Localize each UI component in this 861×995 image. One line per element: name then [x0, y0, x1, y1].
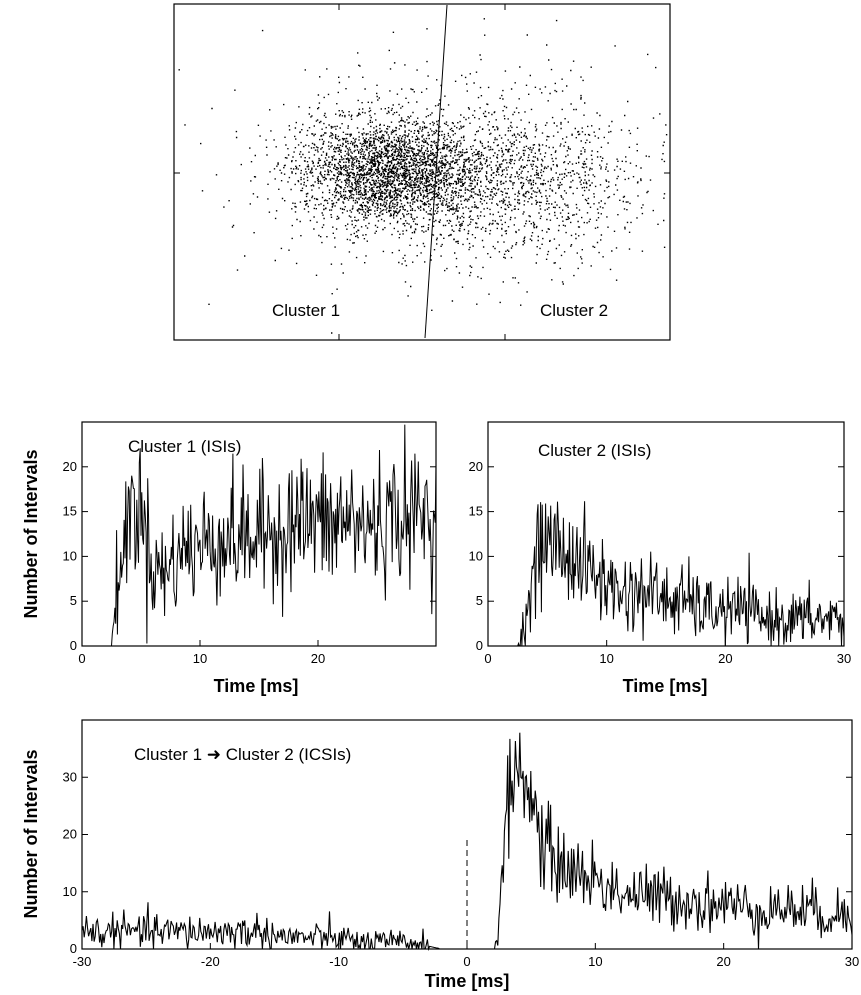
x-tick-label: 0 [78, 651, 85, 666]
isi-cluster2-frame [487, 421, 845, 647]
scatter-ticks [174, 4, 670, 340]
y-tick-label: 10 [469, 548, 483, 563]
x-tick-label: -20 [201, 954, 220, 969]
isi-cluster1-axes: 0 10 20 0 5 10 15 20 [63, 459, 436, 666]
y-tick-label: 20 [469, 459, 483, 474]
x-tick-label: 10 [588, 954, 602, 969]
isi-cluster2-panel: 0 10 20 30 0 5 10 15 20 Cluster 2 (ISIs) Time [m… [469, 421, 852, 696]
y-tick-label: 15 [63, 504, 77, 519]
x-tick-label: 30 [845, 954, 859, 969]
isi-cluster1-ylabel: Number of Intervals [21, 449, 41, 618]
scatter-panel: Cluster 1 Cluster 2 [173, 3, 671, 341]
icsi-ylabel: Number of Intervals [21, 749, 41, 918]
scatter-frame [173, 3, 671, 341]
y-tick-label: 15 [469, 504, 483, 519]
scatter-points [178, 18, 668, 334]
x-tick-label: 30 [837, 651, 851, 666]
x-tick-label: 0 [484, 651, 491, 666]
x-tick-label: 10 [193, 651, 207, 666]
y-tick-label: 10 [63, 884, 77, 899]
x-tick-label: 0 [463, 954, 470, 969]
isi-cluster1-panel: 0 10 20 0 5 10 15 20 Cluster 1 (ISIs) Time [ms]… [21, 421, 437, 696]
x-tick-label: 20 [716, 954, 730, 969]
icsi-axes: -30 -20 -10 0 10 20 30 0 10 20 30 [63, 769, 860, 969]
isi-cluster2-title: Cluster 2 (ISIs) [538, 441, 651, 460]
annotation-cluster-1: Cluster 1 [272, 301, 340, 320]
y-tick-label: 0 [476, 638, 483, 653]
cluster-separator-line [424, 4, 448, 339]
y-tick-label: 30 [63, 769, 77, 784]
x-tick-label: 10 [599, 651, 613, 666]
y-tick-label: 20 [63, 827, 77, 842]
icsi-title: Cluster 1 ➜ Cluster 2 (ICSIs) [134, 745, 351, 764]
y-tick-label: 5 [476, 593, 483, 608]
y-tick-label: 0 [70, 638, 77, 653]
x-tick-label: 20 [311, 651, 325, 666]
scatter-point-cloud [178, 18, 668, 334]
x-tick-label: -10 [329, 954, 348, 969]
isi-cluster2-axes: 0 10 20 30 0 5 10 15 20 [469, 459, 852, 666]
isi-cluster1-xlabel: Time [ms] [214, 676, 299, 696]
isi-cluster1-title: Cluster 1 (ISIs) [128, 437, 241, 456]
icsi-xlabel: Time [ms] [425, 971, 510, 991]
isi-cluster2-line [488, 501, 845, 647]
y-tick-label: 20 [63, 459, 77, 474]
y-tick-label: 0 [70, 941, 77, 956]
y-tick-label: 10 [63, 548, 77, 563]
isi-cluster1-frame [81, 421, 437, 647]
icsi-panel: -30 -20 -10 0 10 20 30 0 10 20 30 Cluster 1 ➜ Clus… [21, 719, 860, 991]
isi-cluster1-line [82, 424, 437, 647]
y-tick-label: 5 [70, 593, 77, 608]
x-tick-label: -30 [73, 954, 92, 969]
x-tick-label: 20 [718, 651, 732, 666]
isi-cluster2-xlabel: Time [ms] [623, 676, 708, 696]
icsi-line [81, 732, 853, 952]
annotation-cluster-2: Cluster 2 [540, 301, 608, 320]
